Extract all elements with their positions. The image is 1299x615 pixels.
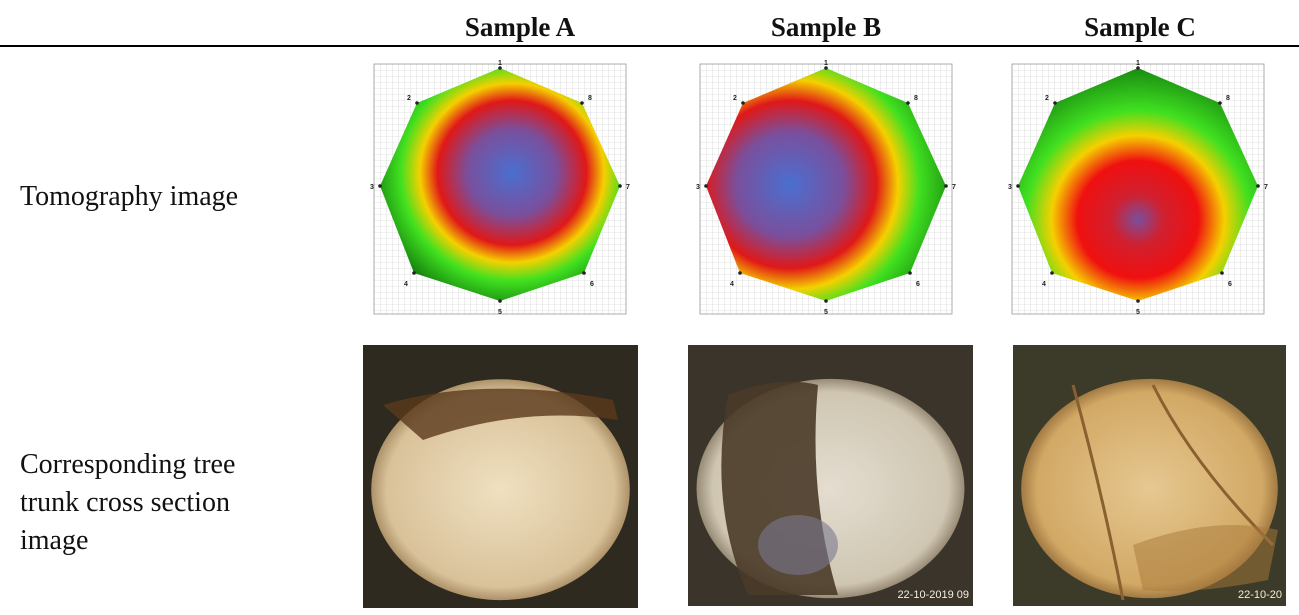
stain — [1133, 525, 1278, 592]
sensor — [906, 101, 910, 105]
sensor-label: 8 — [914, 95, 918, 102]
sensor — [498, 299, 502, 303]
tomography-image: 1 2 3 4 5 6 7 8 — [1008, 60, 1268, 316]
sensor-label: 6 — [1228, 281, 1232, 288]
sensor — [580, 101, 584, 105]
cross-section-photo — [363, 345, 638, 608]
sensor — [618, 184, 622, 188]
sensor — [415, 101, 419, 105]
sensor-label: 1 — [824, 60, 828, 67]
sensor-label: 4 — [1042, 281, 1046, 288]
sensor — [1016, 184, 1020, 188]
sensor-label: 6 — [916, 281, 920, 288]
sensor-label: 1 — [498, 60, 502, 67]
sensor — [412, 271, 416, 275]
row-label: Corresponding tree trunk cross section i… — [20, 449, 236, 556]
sensor-label: 4 — [404, 281, 408, 288]
sensor-label: 8 — [1226, 95, 1230, 102]
sensor — [1053, 101, 1057, 105]
sensor-label: 3 — [696, 184, 700, 191]
sensor — [1050, 271, 1054, 275]
sensor — [1218, 101, 1222, 105]
sensor — [1256, 184, 1260, 188]
sensor — [741, 101, 745, 105]
sensor-label: 2 — [1045, 95, 1049, 102]
sensor-label: 5 — [498, 309, 502, 316]
sensor — [378, 184, 382, 188]
column-header: Sample C — [1084, 12, 1196, 42]
cross-section-photo: 22-10-20 — [1013, 345, 1286, 606]
tomography-image: 1 2 3 4 5 6 7 8 — [370, 60, 630, 316]
date-stamp: 22-10-20 — [1238, 589, 1282, 601]
sensor — [908, 271, 912, 275]
sensor-label: 4 — [730, 281, 734, 288]
sensor-label: 1 — [1136, 60, 1140, 67]
sensor-label: 7 — [1264, 184, 1268, 191]
sensor-label: 3 — [1008, 184, 1012, 191]
sensor — [944, 184, 948, 188]
decay-blue — [758, 515, 838, 575]
column-header: Sample B — [770, 12, 882, 42]
sensor — [824, 66, 828, 70]
sensor-label: 8 — [588, 95, 592, 102]
tomography-image: 1 2 3 4 5 6 7 8 — [696, 60, 956, 316]
sensor — [1220, 271, 1224, 275]
sensor-label: 3 — [370, 184, 374, 191]
tomogram — [1018, 68, 1258, 301]
crack — [1151, 384, 1275, 547]
table-rule — [0, 45, 1299, 47]
sensor-label: 5 — [1136, 309, 1140, 316]
tomogram — [706, 68, 946, 301]
sensor-label: 2 — [407, 95, 411, 102]
sensor-label: 5 — [824, 309, 828, 316]
sensor — [582, 271, 586, 275]
sensor-label: 2 — [733, 95, 737, 102]
sensor — [1136, 299, 1140, 303]
sensor — [498, 66, 502, 70]
cross-section-photo: 22-10-2019 09 — [688, 345, 973, 606]
crack — [1071, 384, 1125, 601]
sensor — [824, 299, 828, 303]
tomogram — [380, 68, 620, 301]
date-stamp: 22-10-2019 09 — [897, 589, 969, 601]
sensor-label: 7 — [626, 184, 630, 191]
column-header: Sample A — [464, 12, 576, 42]
sensor — [738, 271, 742, 275]
sensor-label: 7 — [952, 184, 956, 191]
row-label: Tomography image — [20, 181, 239, 212]
sensor-label: 6 — [590, 281, 594, 288]
sensor — [704, 184, 708, 188]
sensor — [1136, 66, 1140, 70]
decay — [383, 388, 618, 440]
